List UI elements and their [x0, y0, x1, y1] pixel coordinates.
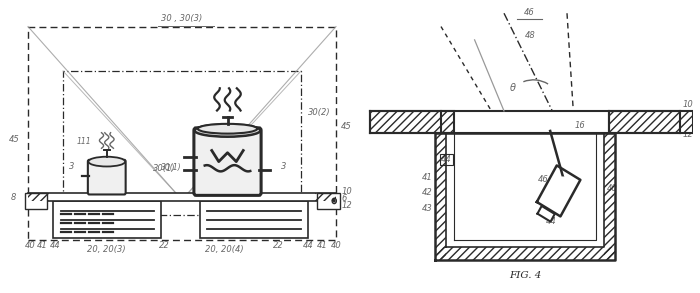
Bar	[435, 133, 447, 260]
Bar	[603, 133, 615, 260]
Bar	[28, 193, 336, 201]
FancyBboxPatch shape	[88, 160, 126, 195]
Text: 30 , 30(3): 30 , 30(3)	[162, 14, 202, 23]
Bar	[316, 193, 340, 209]
Text: 22: 22	[159, 241, 170, 250]
Bar	[52, 201, 161, 238]
Text: 42: 42	[422, 188, 433, 197]
Polygon shape	[537, 166, 580, 217]
Text: 12: 12	[682, 130, 693, 139]
Text: 45: 45	[342, 122, 352, 131]
Text: 45: 45	[8, 135, 20, 144]
Text: 3: 3	[69, 162, 74, 171]
Text: 43: 43	[422, 204, 433, 213]
Ellipse shape	[195, 124, 260, 137]
Text: 6: 6	[682, 117, 688, 126]
Text: 46: 46	[524, 8, 535, 18]
Text: 20, 20(4): 20, 20(4)	[204, 245, 244, 254]
Bar	[609, 111, 693, 133]
Text: 12: 12	[342, 201, 352, 210]
Text: 111: 111	[77, 137, 91, 146]
Text: 40: 40	[607, 184, 617, 193]
FancyBboxPatch shape	[194, 128, 261, 195]
Bar	[315, 193, 336, 201]
Text: 20, 20(3): 20, 20(3)	[88, 245, 126, 254]
Text: 44: 44	[50, 241, 61, 250]
Text: 30(1): 30(1)	[153, 164, 176, 173]
Polygon shape	[538, 206, 555, 222]
Bar	[199, 201, 308, 238]
Ellipse shape	[88, 157, 125, 166]
Text: 41: 41	[316, 241, 328, 250]
Text: 46: 46	[538, 175, 548, 184]
Text: 3: 3	[281, 162, 286, 171]
Text: 41: 41	[36, 241, 48, 250]
Text: 44: 44	[546, 217, 556, 226]
Bar	[28, 193, 49, 201]
Text: 30(2): 30(2)	[308, 108, 330, 117]
Text: 41: 41	[422, 173, 433, 182]
Circle shape	[334, 200, 335, 202]
Text: 48: 48	[525, 31, 536, 40]
Text: 30(1): 30(1)	[161, 163, 182, 172]
Text: 22: 22	[273, 241, 284, 250]
Circle shape	[557, 178, 568, 189]
Text: 8: 8	[10, 193, 16, 202]
Text: 40: 40	[330, 241, 342, 250]
Bar	[435, 247, 615, 260]
Text: θ: θ	[510, 83, 515, 93]
Text: 44: 44	[441, 155, 452, 164]
Text: 6: 6	[342, 194, 346, 203]
Text: 40: 40	[25, 241, 35, 250]
Text: 44: 44	[302, 241, 314, 250]
Text: 10: 10	[682, 100, 693, 108]
Bar	[609, 111, 693, 133]
Text: FIG. 4: FIG. 4	[509, 270, 541, 280]
Text: 16: 16	[574, 121, 585, 130]
Ellipse shape	[197, 124, 258, 134]
Bar	[370, 111, 454, 133]
Text: 10: 10	[342, 188, 352, 197]
Bar	[370, 111, 454, 133]
Bar	[25, 193, 48, 209]
